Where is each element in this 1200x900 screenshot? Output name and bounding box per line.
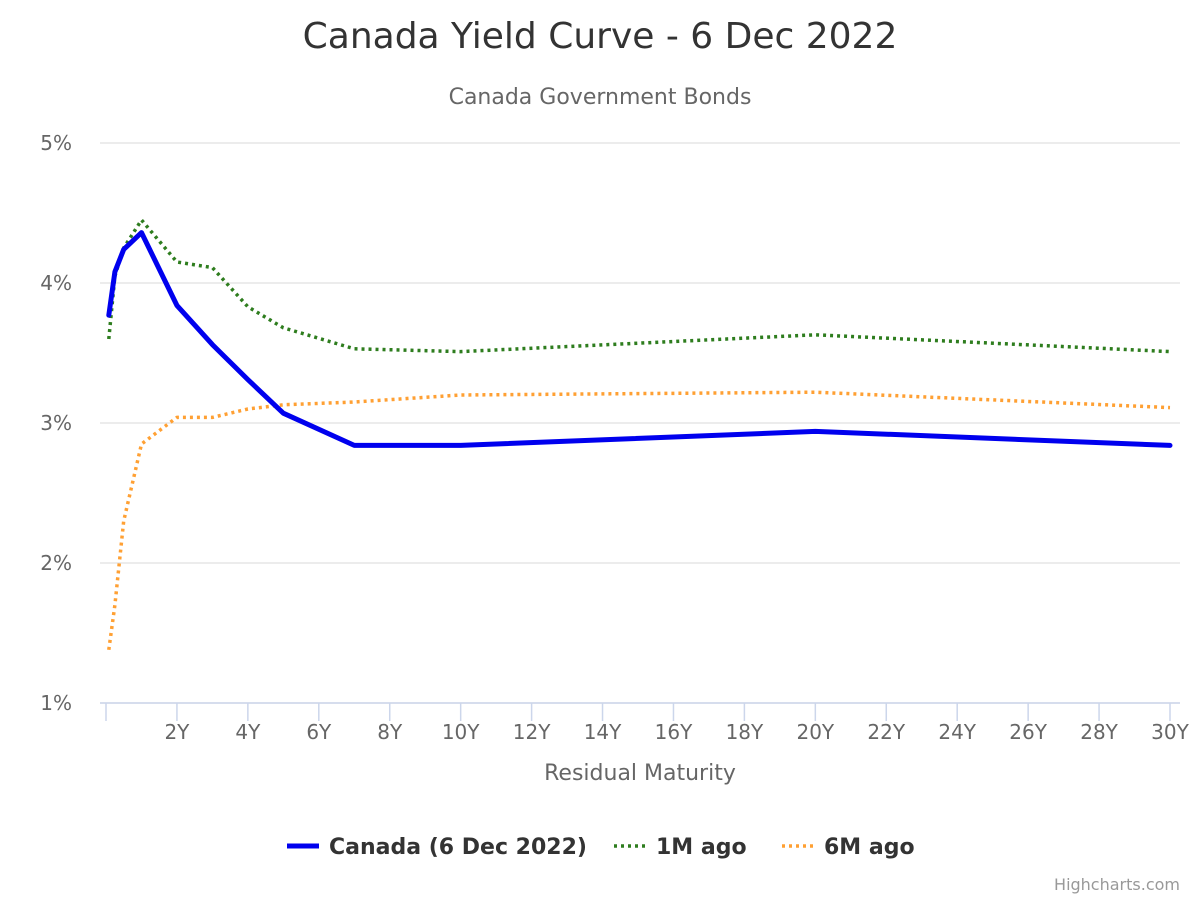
series-line-2[interactable]	[107, 390, 1171, 651]
y-tick-label: 1%	[40, 691, 72, 715]
chart-title: Canada Yield Curve - 6 Dec 2022	[303, 16, 898, 57]
x-axis-title: Residual Maturity	[544, 761, 736, 786]
chart-subtitle: Canada Government Bonds	[449, 85, 752, 110]
gridlines	[100, 142, 1180, 704]
y-tick-label: 3%	[40, 411, 72, 435]
y-tick-label: 5%	[40, 131, 72, 155]
x-tick-label: 24Y	[938, 720, 976, 744]
legend: Canada (6 Dec 2022) 1M ago 6M ago	[287, 835, 915, 860]
x-tick-label: 14Y	[584, 720, 622, 744]
x-axis: 2Y 4Y 6Y 8Y 10Y 12Y 14Y 16Y 18Y 20Y 22Y 24Y 26Y 28Y 30…	[100, 702, 1190, 744]
x-tick-label: 4Y	[235, 720, 261, 744]
legend-item-2[interactable]: 6M ago	[782, 835, 915, 860]
credits-link[interactable]: Highcharts.com	[1054, 875, 1180, 894]
x-tick-label: 18Y	[726, 720, 764, 744]
legend-item-1[interactable]: 1M ago	[614, 835, 747, 860]
y-axis: 1% 2% 3% 4% 5%	[40, 131, 72, 715]
x-tick-label: 20Y	[796, 720, 834, 744]
x-tick-label: 26Y	[1009, 720, 1047, 744]
legend-label: 6M ago	[824, 835, 915, 860]
x-tick-label: 28Y	[1080, 720, 1118, 744]
x-tick-label: 30Y	[1151, 720, 1189, 744]
legend-item-0[interactable]: Canada (6 Dec 2022)	[287, 835, 587, 860]
x-tick-label: 2Y	[164, 720, 190, 744]
series-line-1[interactable]	[107, 218, 1171, 354]
x-tick-label: 12Y	[513, 720, 551, 744]
x-tick-label: 8Y	[377, 720, 403, 744]
y-tick-label: 2%	[40, 551, 72, 575]
x-tick-label: 22Y	[867, 720, 905, 744]
x-tick-label: 6Y	[306, 720, 332, 744]
series-line-0[interactable]	[106, 230, 1173, 448]
series-lines	[106, 218, 1173, 651]
x-tick-label: 10Y	[442, 720, 480, 744]
y-tick-label: 4%	[40, 271, 72, 295]
x-tick-label: 16Y	[655, 720, 693, 744]
legend-label: 1M ago	[656, 835, 747, 860]
legend-label: Canada (6 Dec 2022)	[329, 835, 587, 860]
